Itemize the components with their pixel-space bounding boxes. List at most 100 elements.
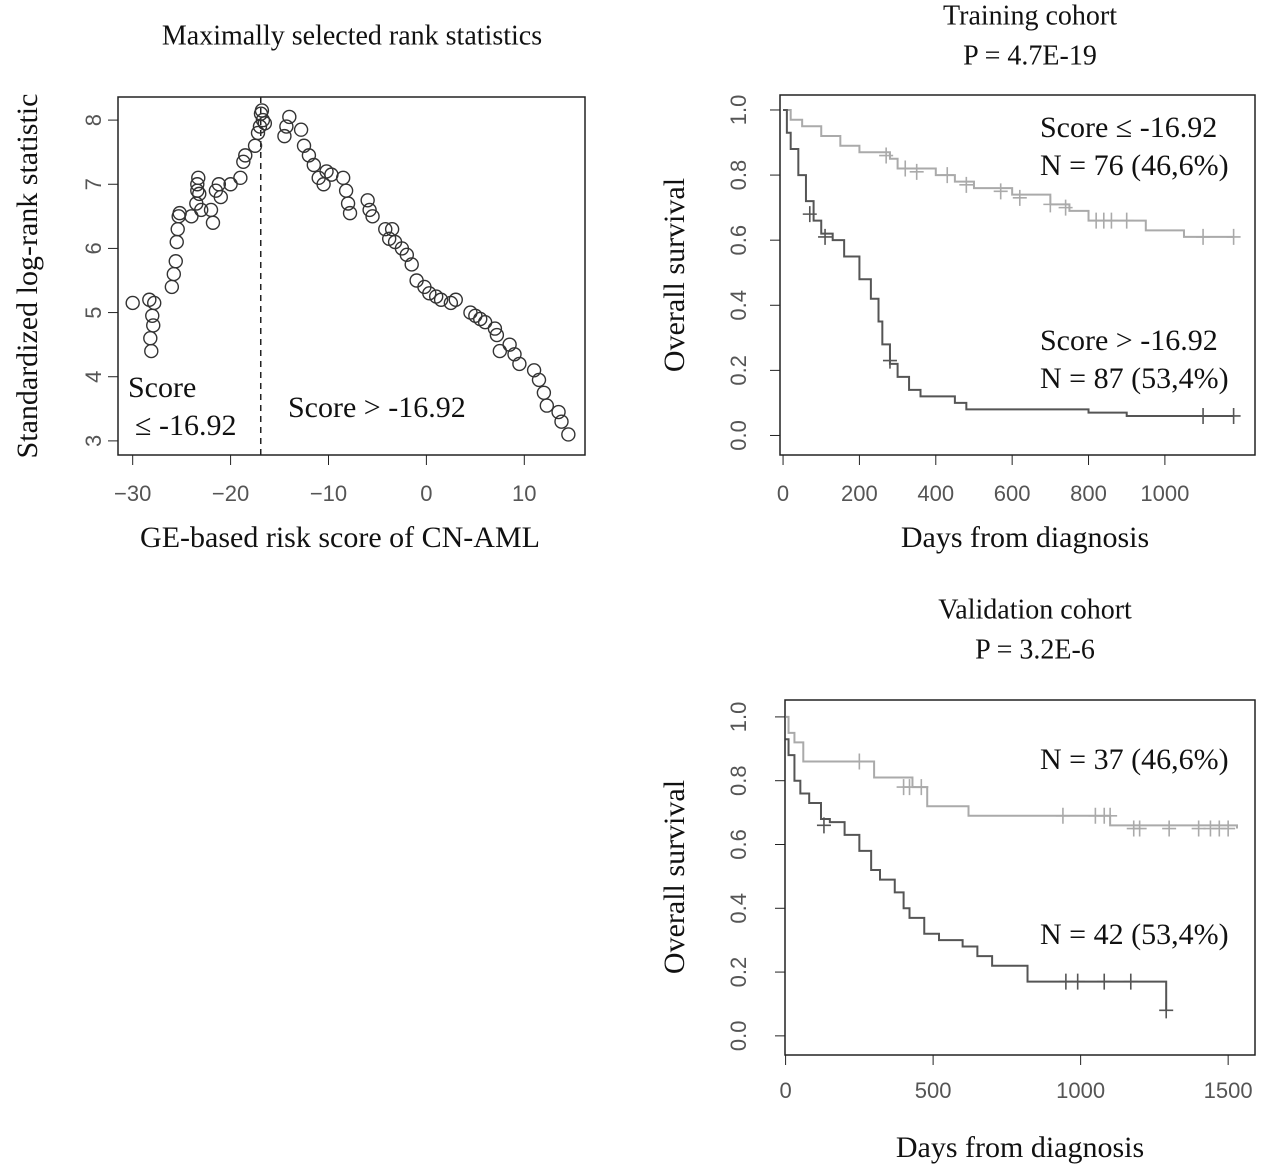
chart-subtitle: P = 3.2E-6 bbox=[975, 634, 1095, 665]
survival-curve bbox=[785, 715, 1238, 829]
point bbox=[147, 295, 162, 311]
x-axis-label: GE-based risk score of CN-AML bbox=[140, 521, 540, 554]
censor-mark bbox=[816, 817, 831, 834]
survival-curve bbox=[783, 108, 1234, 417]
y-axis-label: Standardized log-rank statistic bbox=[11, 94, 44, 459]
censor-mark bbox=[902, 779, 917, 796]
point bbox=[191, 170, 206, 186]
chart-title: Training cohort bbox=[943, 0, 1117, 31]
censor-mark bbox=[802, 206, 817, 223]
annotation: N = 37 (46,6%) bbox=[1040, 743, 1229, 776]
y-tick-label: 7 bbox=[81, 178, 106, 190]
annotation: Score > -16.92 bbox=[1040, 324, 1218, 357]
x-tick-label: −10 bbox=[310, 481, 347, 506]
y-axis-label: Overall survival bbox=[658, 780, 691, 974]
y-tick-label: 8 bbox=[81, 114, 106, 126]
censor-mark bbox=[818, 228, 833, 245]
point bbox=[301, 148, 317, 163]
censor-mark bbox=[1043, 196, 1058, 213]
x-tick-label: 10 bbox=[512, 481, 536, 506]
point bbox=[433, 292, 449, 307]
y-tick-label: 0.2 bbox=[726, 355, 751, 386]
plot-frame bbox=[784, 699, 1256, 1056]
censor-mark bbox=[914, 779, 929, 796]
point bbox=[166, 266, 182, 282]
censor-mark bbox=[1119, 212, 1134, 229]
x-tick-label: 1000 bbox=[1140, 481, 1189, 506]
point bbox=[362, 202, 377, 218]
point bbox=[257, 116, 273, 131]
x-tick-label: 200 bbox=[841, 481, 878, 506]
x-tick-label: 1000 bbox=[1056, 1078, 1105, 1103]
x-tick-label: 500 bbox=[915, 1078, 952, 1103]
x-tick-label: 0 bbox=[777, 481, 789, 506]
point bbox=[487, 321, 503, 336]
point bbox=[551, 404, 566, 420]
censor-mark bbox=[882, 352, 897, 369]
x-axis-label: Days from diagnosis bbox=[901, 521, 1149, 554]
point bbox=[502, 337, 517, 352]
point bbox=[190, 177, 205, 192]
x-tick-label: 1500 bbox=[1204, 1078, 1253, 1103]
y-axis-label: Overall survival bbox=[658, 178, 691, 372]
point bbox=[238, 148, 253, 163]
y-tick-label: 0.4 bbox=[726, 290, 751, 321]
censor-mark bbox=[959, 176, 974, 193]
plot-frame bbox=[117, 96, 586, 456]
y-tick-label: 1.0 bbox=[726, 95, 751, 126]
point bbox=[399, 247, 415, 263]
point bbox=[247, 138, 263, 153]
point bbox=[233, 170, 248, 186]
point bbox=[561, 427, 576, 442]
point bbox=[360, 193, 375, 208]
point bbox=[539, 398, 555, 413]
point bbox=[526, 363, 542, 378]
point bbox=[342, 205, 358, 221]
plot-frame bbox=[779, 94, 1256, 456]
censor-mark bbox=[1191, 820, 1206, 837]
point bbox=[536, 385, 552, 400]
point bbox=[143, 331, 158, 346]
y-tick-label: 6 bbox=[81, 242, 106, 254]
point bbox=[492, 343, 508, 359]
y-tick-label: 0.4 bbox=[726, 893, 751, 924]
point bbox=[554, 414, 569, 429]
y-tick-label: 0.0 bbox=[726, 1021, 751, 1052]
annotation: N = 76 (46,6%) bbox=[1040, 149, 1229, 182]
annotation: Score > -16.92 bbox=[288, 391, 466, 424]
point bbox=[192, 186, 207, 202]
censor-mark bbox=[1196, 228, 1211, 245]
y-tick-label: 5 bbox=[81, 306, 106, 318]
point bbox=[194, 202, 209, 218]
censor-mark bbox=[1162, 820, 1177, 837]
censor-mark bbox=[1221, 820, 1236, 837]
censor-mark bbox=[1012, 189, 1027, 206]
point bbox=[277, 128, 292, 144]
censor-mark bbox=[1159, 1002, 1174, 1019]
point bbox=[296, 138, 312, 153]
point bbox=[125, 295, 140, 311]
point bbox=[279, 119, 294, 134]
y-tick-label: 0.6 bbox=[726, 225, 751, 256]
point bbox=[409, 273, 424, 288]
censor-mark bbox=[1226, 407, 1241, 424]
point bbox=[203, 202, 219, 218]
censor-mark bbox=[993, 183, 1008, 200]
point bbox=[422, 286, 437, 301]
annotation: N = 42 (53,4%) bbox=[1040, 918, 1229, 951]
x-tick-label: 800 bbox=[1070, 481, 1107, 506]
point bbox=[236, 154, 251, 169]
point bbox=[144, 343, 159, 359]
point bbox=[168, 254, 183, 269]
annotation: Score ≤ -16.92 bbox=[1040, 111, 1217, 144]
y-tick-label: 0.8 bbox=[726, 765, 751, 796]
x-tick-label: 0 bbox=[420, 481, 432, 506]
censor-mark bbox=[1070, 973, 1085, 990]
y-tick-label: 0.6 bbox=[726, 829, 751, 860]
point bbox=[335, 170, 351, 186]
survival-curve bbox=[785, 738, 1168, 1011]
point bbox=[365, 209, 380, 224]
point bbox=[378, 221, 393, 237]
point bbox=[477, 314, 493, 330]
